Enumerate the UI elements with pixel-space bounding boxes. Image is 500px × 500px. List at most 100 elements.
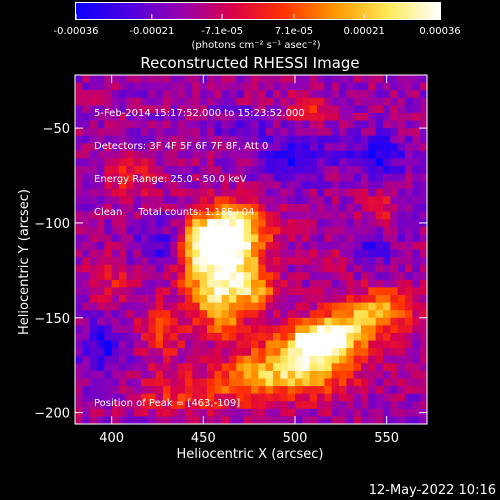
heatmap-cell <box>221 219 230 228</box>
heatmap-cell <box>119 219 127 228</box>
heatmap-cell <box>390 332 399 342</box>
heatmap-cell <box>89 249 98 258</box>
heatmap-cell <box>390 241 399 251</box>
heatmap-cell <box>383 90 391 99</box>
heatmap-cell <box>405 241 413 251</box>
heatmap-cell <box>119 181 127 190</box>
heatmap-cell <box>309 234 318 243</box>
heatmap-cell <box>75 135 83 144</box>
heatmap-cell <box>258 348 267 357</box>
heatmap-cell <box>119 143 127 152</box>
heatmap-cell <box>214 82 223 91</box>
heatmap-cell <box>251 196 259 205</box>
heatmap-cell <box>361 82 369 91</box>
heatmap-cell <box>82 325 91 334</box>
heatmap-cell <box>75 196 83 205</box>
heatmap-cell <box>397 112 406 122</box>
heatmap-cell <box>419 97 428 106</box>
heatmap-cell <box>339 340 347 349</box>
heatmap-cell <box>295 332 303 342</box>
heatmap-cell <box>419 150 428 160</box>
heatmap-cell <box>104 90 113 99</box>
heatmap-cell <box>104 264 113 273</box>
heatmap-cell <box>375 332 384 342</box>
heatmap-cell <box>265 416 274 425</box>
heatmap-cell <box>133 211 142 220</box>
heatmap-cell <box>258 332 267 342</box>
heatmap-cell <box>375 120 384 129</box>
heatmap-cell <box>397 249 406 258</box>
heatmap-cell <box>119 264 127 273</box>
heatmap-cell <box>243 82 252 91</box>
heatmap-cell <box>89 173 98 182</box>
heatmap-cell <box>251 370 259 380</box>
heatmap-cell <box>368 340 377 349</box>
heatmap-cell <box>339 295 347 304</box>
heatmap-cell <box>346 332 355 342</box>
heatmap-cell <box>309 416 318 425</box>
heatmap-cell <box>368 408 377 418</box>
heatmap-cell <box>331 332 340 342</box>
heatmap-cell <box>353 393 362 402</box>
heatmap-cell <box>185 249 193 258</box>
heatmap-cell <box>405 219 413 228</box>
heatmap-cell <box>111 249 120 258</box>
heatmap-cell <box>177 416 186 425</box>
heatmap-cell <box>412 332 421 342</box>
heatmap-cell <box>368 264 377 273</box>
heatmap-cell <box>383 97 391 106</box>
heatmap-cell <box>375 135 384 144</box>
heatmap-cell <box>199 272 208 281</box>
heatmap-cell <box>75 75 83 84</box>
heatmap-cell <box>243 249 252 258</box>
heatmap-cell <box>104 188 113 197</box>
heatmap-cell <box>353 279 362 289</box>
heatmap-cell <box>104 128 113 137</box>
heatmap-cell <box>302 295 311 304</box>
heatmap-cell <box>405 295 413 304</box>
heatmap-cell <box>361 257 369 266</box>
heatmap-cell <box>155 128 164 137</box>
heatmap-cell <box>75 150 83 160</box>
heatmap-cell <box>82 348 91 357</box>
heatmap-cell <box>251 295 259 304</box>
heatmap-cell <box>126 317 135 326</box>
heatmap-cell <box>265 348 274 357</box>
heatmap-cell <box>265 181 274 190</box>
heatmap-cell <box>375 363 384 372</box>
heatmap-cell <box>258 378 267 387</box>
heatmap-cell <box>390 257 399 266</box>
heatmap-cell <box>243 355 252 364</box>
heatmap-cell <box>265 302 274 311</box>
heatmap-cell <box>309 120 318 129</box>
heatmap-cell <box>397 340 406 349</box>
heatmap-cell <box>405 166 413 175</box>
heatmap-cell <box>397 386 406 395</box>
heatmap-cell <box>236 325 245 334</box>
heatmap-cell <box>236 302 245 311</box>
heatmap-cell <box>346 340 355 349</box>
heatmap-cell <box>309 249 318 258</box>
heatmap-cell <box>331 234 340 243</box>
heatmap-cell <box>339 257 347 266</box>
heatmap-cell <box>192 393 201 402</box>
heatmap-cell <box>243 219 252 228</box>
heatmap-cell <box>251 257 259 266</box>
heatmap-cell <box>97 317 105 326</box>
heatmap-cell <box>331 386 340 395</box>
heatmap-cell <box>221 234 230 243</box>
heatmap-cell <box>295 82 303 91</box>
heatmap-cell <box>346 219 355 228</box>
heatmap-cell <box>397 295 406 304</box>
heatmap-cell <box>133 386 142 395</box>
heatmap-cell <box>317 386 325 395</box>
heatmap-cell <box>339 135 347 144</box>
heatmap-cell <box>251 173 259 182</box>
heatmap-cell <box>111 82 120 91</box>
heatmap-cell <box>302 219 311 228</box>
heatmap-cell <box>287 340 296 349</box>
heatmap-cell <box>111 188 120 197</box>
heatmap-cell <box>302 310 311 319</box>
heatmap-cell <box>119 158 127 167</box>
heatmap-cell <box>148 325 157 334</box>
